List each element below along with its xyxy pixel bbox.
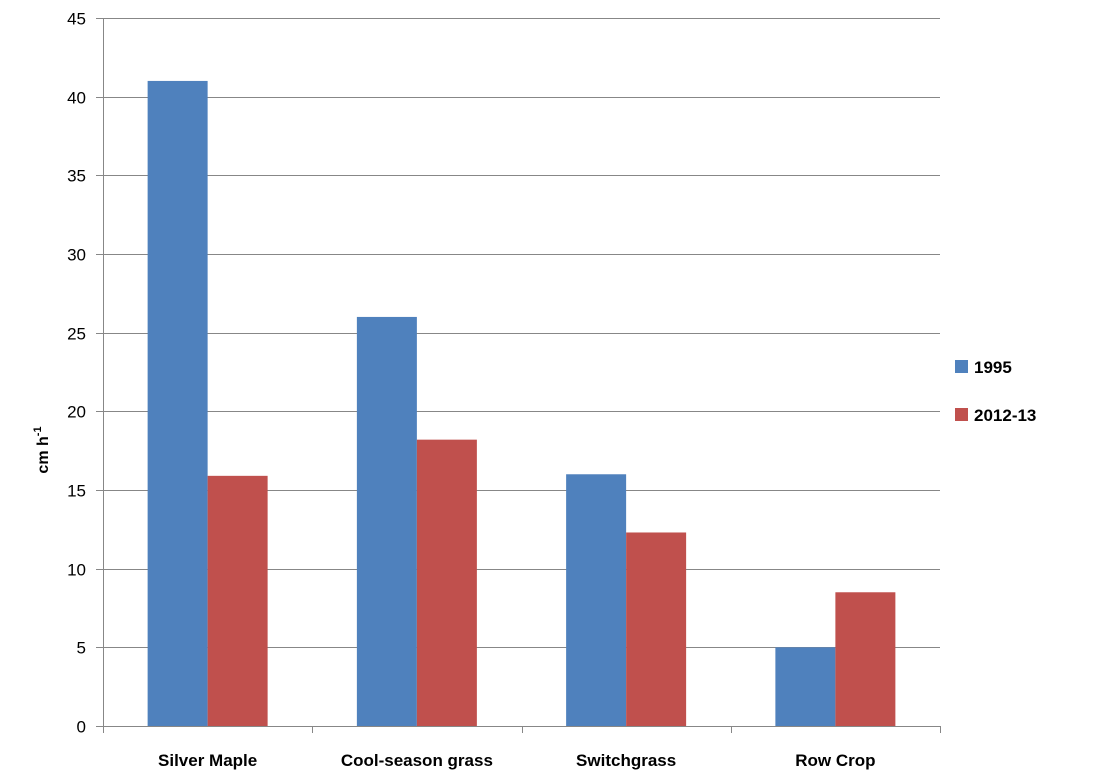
bar-row-crop-2012-13 (835, 592, 896, 726)
legend-label-2012-13: 2012-13 (974, 406, 1036, 425)
legend-swatch-2012-13 (955, 408, 968, 421)
legend-swatch-1995 (955, 360, 968, 373)
y-tick-label-30: 30 (67, 246, 86, 265)
bar-silver-maple-1995 (147, 80, 208, 726)
x-tick-label-silver-maple: Silver Maple (158, 751, 257, 770)
x-tick-label-switchgrass: Switchgrass (576, 751, 676, 770)
y-tick-label-10: 10 (67, 561, 86, 580)
x-tick-labels: Silver Maple Cool-season grass Switchgrass… (158, 751, 876, 770)
y-tick-label-35: 35 (67, 167, 86, 186)
x-tick-label-row-crop: Row Crop (795, 751, 875, 770)
legend-label-1995: 1995 (974, 358, 1012, 377)
y-axis-label-text: cm h (35, 436, 52, 473)
bar-cool-season-grass-2012-13 (416, 439, 477, 726)
y-tick-label-45: 45 (67, 10, 86, 29)
bar-switchgrass-1995 (566, 474, 627, 726)
y-tick-label-0: 0 (77, 718, 86, 737)
y-axis-label-superscript: -1 (32, 426, 44, 436)
axes (96, 18, 941, 733)
y-tick-label-40: 40 (67, 89, 86, 108)
y-axis-label: cm h-1 (32, 426, 52, 473)
bar-cool-season-grass-1995 (356, 316, 417, 726)
bars (147, 80, 896, 726)
bar-switchgrass-2012-13 (626, 532, 687, 726)
bar-silver-maple-2012-13 (207, 475, 268, 726)
bar-row-crop-1995 (775, 647, 836, 726)
x-tick-label-cool-season-grass: Cool-season grass (341, 751, 493, 770)
y-tick-labels: 0 5 10 15 20 25 30 35 40 45 (67, 10, 86, 737)
y-tick-label-5: 5 (77, 639, 86, 658)
y-tick-label-25: 25 (67, 325, 86, 344)
y-tick-label-15: 15 (67, 482, 86, 501)
legend: 1995 2012-13 (955, 358, 1036, 425)
y-tick-label-20: 20 (67, 403, 86, 422)
